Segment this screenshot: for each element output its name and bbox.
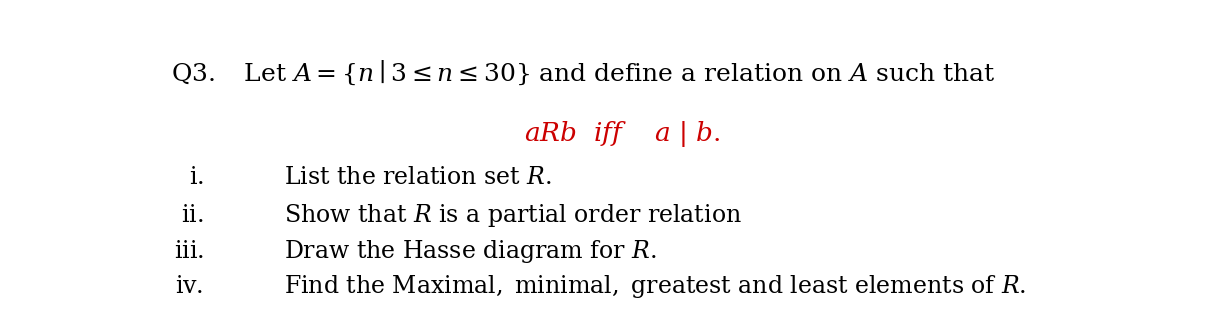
Text: $\mathit{aRb\ \ iff\ \ \ \ a\ |\ b.}$: $\mathit{aRb\ \ iff\ \ \ \ a\ |\ b.}$ xyxy=(525,119,720,149)
Text: $\mathrm{Q3.\ \ \ Let\ }A = \{n\mid 3 \leq n \leq 30\}\mathrm{\ and\ define\ a\ : $\mathrm{Q3.\ \ \ Let\ }A = \{n\mid 3 \l… xyxy=(170,59,995,87)
Text: $\mathrm{iii.}$: $\mathrm{iii.}$ xyxy=(174,240,204,263)
Text: $\mathrm{Show\ that\ }R\mathrm{\ is\ a\ partial\ order\ relation}$: $\mathrm{Show\ that\ }R\mathrm{\ is\ a\ … xyxy=(283,202,741,229)
Text: $\mathrm{List\ the\ relation\ set\ }R\mathrm{.}$: $\mathrm{List\ the\ relation\ set\ }R\ma… xyxy=(283,166,552,189)
Text: $\mathrm{Draw\ the\ Hasse\ diagram\ for\ }R\mathrm{.}$: $\mathrm{Draw\ the\ Hasse\ diagram\ for\… xyxy=(283,238,656,265)
Text: $\mathrm{iv.}$: $\mathrm{iv.}$ xyxy=(175,275,204,299)
Text: $\mathrm{i.}$: $\mathrm{i.}$ xyxy=(188,166,204,189)
Text: $\mathrm{ii.}$: $\mathrm{ii.}$ xyxy=(181,204,204,227)
Text: $\mathrm{Find\ the\ Maximal,\ minimal,\ greatest\ and\ least\ elements\ of\ }R\m: $\mathrm{Find\ the\ Maximal,\ minimal,\ … xyxy=(283,273,1025,301)
